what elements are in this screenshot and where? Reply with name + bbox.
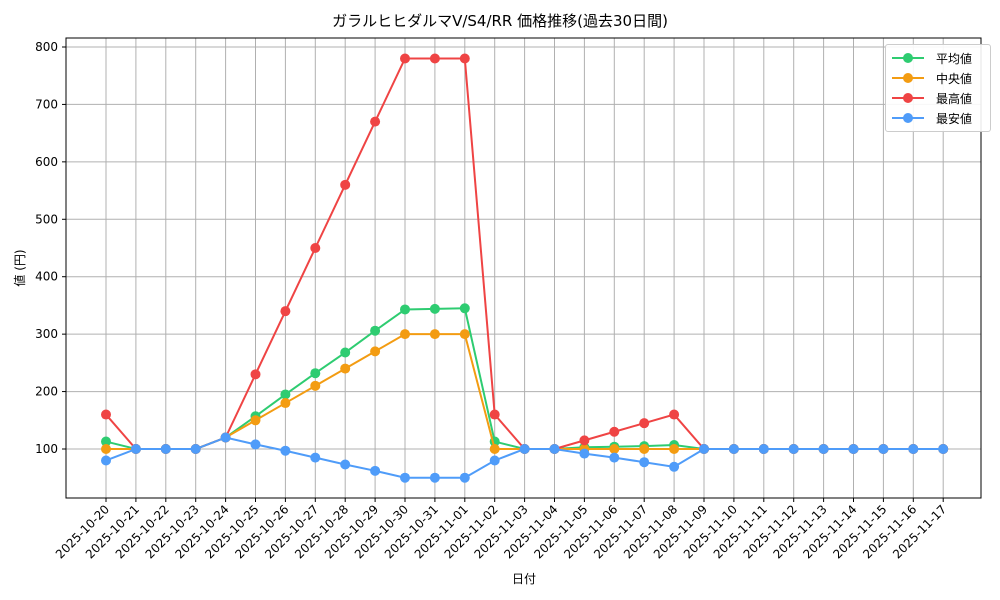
legend-item-max: 最高値	[892, 88, 984, 108]
data-point	[429, 329, 440, 340]
data-point	[459, 472, 470, 483]
y-tick-label: 300	[35, 327, 58, 341]
data-point	[908, 444, 919, 454]
legend-label: 平均値	[936, 51, 973, 66]
data-point	[340, 459, 351, 470]
data-point	[340, 363, 351, 374]
y-tick-label: 700	[35, 97, 58, 111]
x-axis-ticks: 2025-10-202025-10-212025-10-222025-10-23…	[53, 498, 949, 561]
legend-item-average: 平均値	[892, 48, 984, 68]
data-point	[728, 444, 739, 454]
data-point	[519, 444, 530, 454]
data-point	[160, 444, 171, 454]
legend-marker-icon	[892, 73, 924, 83]
data-point	[788, 444, 799, 454]
data-point	[250, 415, 261, 426]
legend-marker-icon	[892, 53, 924, 63]
y-tick-label: 600	[35, 155, 58, 169]
data-point	[669, 444, 680, 454]
legend-label: 中央値	[936, 71, 973, 86]
data-point	[609, 452, 620, 463]
data-point	[190, 444, 201, 454]
data-point	[400, 304, 410, 315]
data-point	[609, 444, 620, 454]
series-最安値	[101, 432, 949, 483]
data-point	[400, 329, 410, 340]
y-tick-label: 400	[35, 270, 58, 284]
legend-marker-icon	[892, 113, 924, 123]
data-point	[459, 53, 470, 64]
data-point	[459, 303, 470, 314]
data-point	[280, 306, 291, 317]
data-point	[310, 368, 321, 379]
data-point	[280, 398, 291, 409]
data-point	[489, 455, 500, 466]
data-point	[101, 436, 111, 447]
data-point	[340, 347, 351, 358]
data-point	[489, 444, 500, 454]
data-point	[848, 444, 859, 454]
chart-title: ガラルヒヒダルマV/S4/RR 価格推移(過去30日間)	[332, 12, 668, 30]
data-point	[699, 444, 709, 454]
legend-label: 最安値	[936, 111, 973, 126]
data-point	[938, 444, 949, 454]
data-point	[370, 346, 381, 357]
data-point	[280, 445, 291, 456]
y-tick-label: 800	[35, 40, 58, 54]
data-point	[579, 448, 590, 459]
data-point	[340, 179, 351, 190]
data-point	[669, 461, 680, 472]
legend-label: 最高値	[936, 91, 973, 106]
data-point	[250, 439, 261, 450]
data-point	[878, 444, 889, 454]
data-point	[459, 329, 470, 340]
data-point	[370, 325, 381, 336]
x-axis-label: 日付	[512, 572, 536, 586]
data-point	[758, 444, 769, 454]
data-point	[220, 432, 231, 443]
data-point	[101, 409, 111, 420]
legend-item-min: 最安値	[892, 108, 984, 128]
data-point	[101, 455, 111, 466]
data-point	[310, 242, 321, 253]
data-point	[310, 380, 321, 391]
y-tick-label: 500	[35, 212, 58, 226]
plot-frame	[65, 37, 982, 499]
data-point	[429, 472, 440, 483]
legend: 平均値 中央値 最高値 最安値	[885, 44, 991, 132]
data-point	[639, 418, 650, 429]
data-point	[609, 426, 620, 437]
data-point	[280, 389, 291, 400]
data-point	[549, 444, 560, 454]
data-point	[429, 303, 440, 314]
legend-marker-icon	[892, 93, 924, 103]
y-axis-ticks: 100 200 300 400 500 600 700 800	[35, 40, 66, 456]
data-point	[370, 116, 381, 127]
data-series	[101, 53, 949, 483]
data-point	[400, 472, 410, 483]
data-point	[639, 444, 650, 454]
data-point	[400, 53, 410, 64]
data-point	[669, 409, 680, 420]
data-point	[489, 409, 500, 420]
data-point	[429, 53, 440, 64]
y-tick-label: 200	[35, 385, 58, 399]
data-point	[130, 444, 141, 454]
data-point	[310, 452, 321, 463]
data-point	[101, 444, 111, 454]
y-axis-label: 値 (円)	[12, 249, 27, 286]
y-tick-label: 100	[35, 442, 58, 456]
data-point	[639, 457, 650, 468]
data-point	[818, 444, 829, 454]
data-point	[579, 435, 590, 446]
legend-item-median: 中央値	[892, 68, 984, 88]
grid-lines	[66, 38, 981, 498]
data-point	[250, 369, 261, 380]
data-point	[370, 465, 381, 476]
